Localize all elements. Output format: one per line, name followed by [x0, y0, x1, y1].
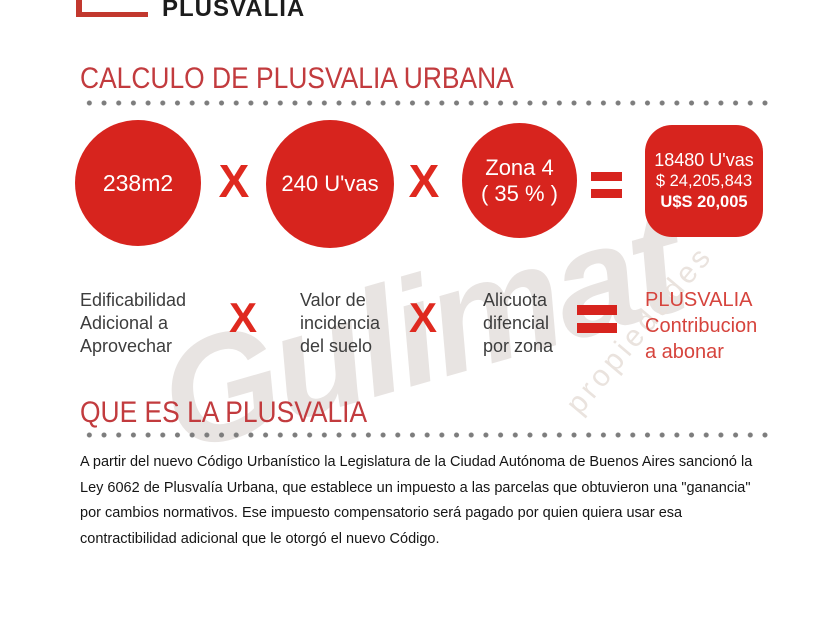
paragraph-line: Ley 6062 de Plusvalía Urbana, que establ…: [80, 479, 751, 496]
caption-line: Aprovechar: [80, 336, 173, 356]
result-box: 18480 U'vas $ 24,205,843 U$S 20,005: [645, 125, 763, 237]
brand-name: PLUSVALIA: [162, 0, 306, 22]
caption-line: Edificabilidad: [80, 290, 187, 310]
caption-line: Valor de: [300, 290, 366, 310]
multiply-icon: X: [228, 294, 257, 341]
result-pesos: $ 24,205,843: [655, 171, 753, 190]
equals-bar: [577, 323, 617, 333]
multiply-icon: X: [218, 155, 250, 207]
multiply-icon: X: [408, 294, 437, 341]
equals-bar: [577, 305, 617, 315]
caption-plusvalia-result: PLUSVALIA Contribucion a abonar: [645, 287, 757, 365]
factor-value-uvas: 240 U'vas: [281, 171, 379, 196]
factor-value-zona-line2: ( 35 % ): [480, 180, 559, 206]
paragraph-line: A partir del nuevo Código Urbanístico la…: [80, 454, 753, 470]
caption-line: Contribucion: [645, 315, 758, 337]
brand-logo-mark: [76, 0, 148, 17]
caption-line: del suelo: [300, 336, 373, 356]
caption-line: por zona: [483, 336, 554, 356]
result-uvas: 18480 U'vas: [654, 149, 754, 170]
factor-circle-surface: 238m2: [75, 120, 201, 246]
section-title-que-es: QUE ES LA PLUSVALIA: [80, 396, 368, 429]
dotted-divider-top: [80, 99, 772, 107]
dotted-divider-bottom: [80, 431, 768, 439]
equals-icon: [577, 305, 617, 333]
section-title-calculo: CALCULO DE PLUSVALIA URBANA: [80, 62, 514, 95]
caption-line: Adicional a: [80, 313, 169, 333]
caption-line: incidencia: [300, 313, 381, 333]
paragraph-line: por cambios normativos. Ese impuesto com…: [80, 505, 683, 522]
paragraph-line: contractibilidad adicional que le otorgó…: [80, 530, 440, 547]
result-dollars: U$S 20,005: [660, 192, 748, 211]
caption-line: a abonar: [645, 341, 724, 363]
caption-edificabilidad: Edificabilidad Adicional a Aprovechar: [80, 289, 186, 358]
multiply-icon: X: [408, 155, 440, 207]
equals-icon: [591, 172, 622, 198]
caption-line: PLUSVALIA: [645, 289, 753, 311]
factor-circle-uvas: 240 U'vas: [266, 120, 394, 248]
caption-line: difencial: [483, 313, 550, 333]
factor-value-zona-line1: Zona 4: [485, 154, 554, 180]
factor-value-surface: 238m2: [102, 169, 174, 196]
explanation-paragraph: A partir del nuevo Código Urbanístico la…: [80, 450, 752, 552]
caption-line: Alicuota: [483, 290, 548, 310]
equals-bar: [591, 172, 622, 181]
equals-bar: [591, 189, 622, 198]
factor-circle-zona: Zona 4 ( 35 % ): [462, 123, 577, 238]
caption-alicuota: Alicuota difencial por zona: [483, 289, 553, 358]
caption-valor-incidencia: Valor de incidencia del suelo: [300, 289, 380, 358]
